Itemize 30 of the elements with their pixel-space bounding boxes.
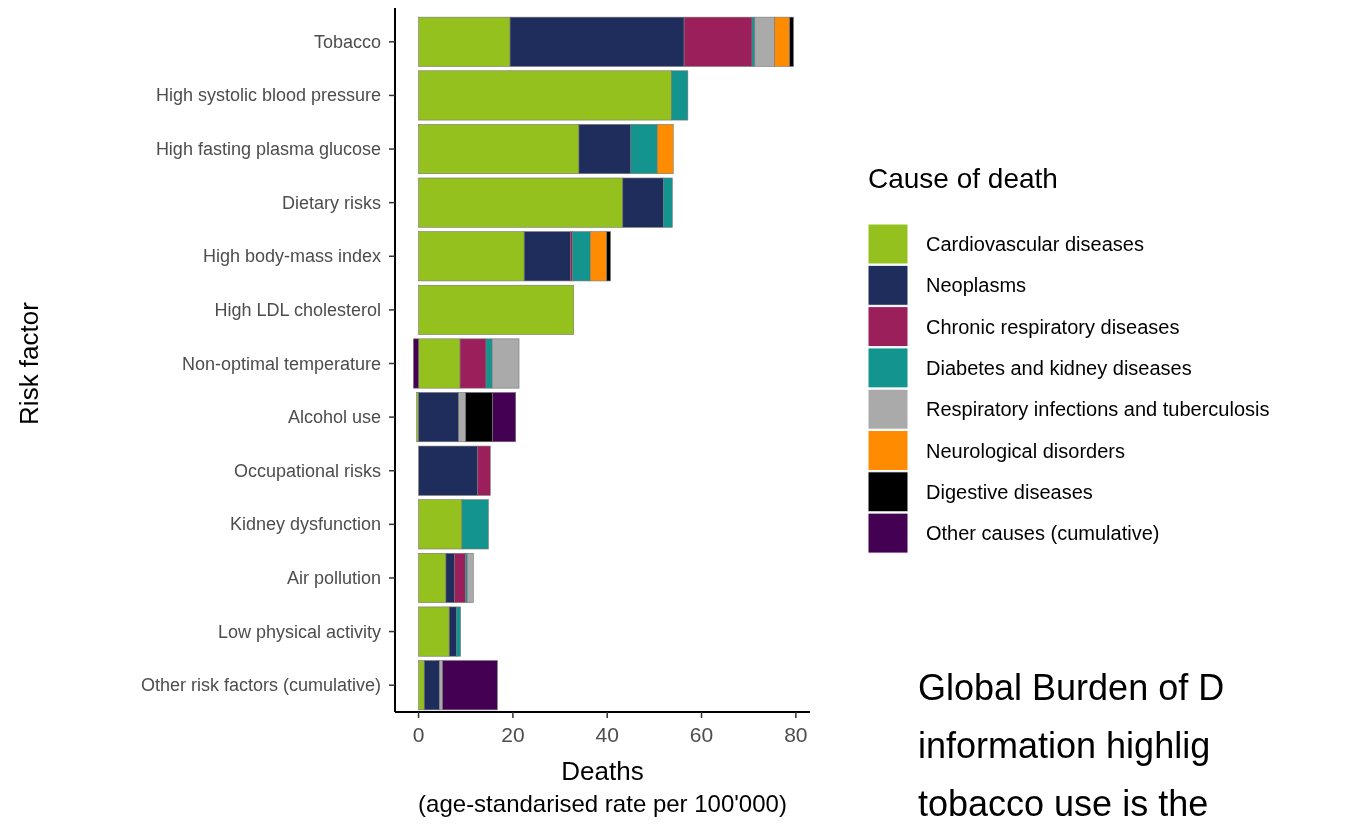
- x-tick-label: 40: [595, 723, 619, 746]
- y-tick-label: High LDL cholesterol: [214, 299, 381, 320]
- y-tick-label: Non-optimal temperature: [181, 353, 381, 374]
- legend-title: Cause of death: [868, 163, 1058, 194]
- legend-label: Digestive diseases: [926, 480, 1093, 503]
- y-tick-label: Kidney dysfunction: [229, 514, 381, 535]
- y-axis-title: Risk factor: [14, 301, 44, 425]
- legend-label: Diabetes and kidney diseases: [926, 356, 1192, 379]
- legend-label: Cardiovascular diseases: [926, 233, 1144, 255]
- y-tick-label: High fasting plasma glucose: [155, 139, 381, 160]
- text: Global Burden of D information highlig tobacco use is the: [918, 667, 1225, 824]
- x-tick-label: 20: [501, 723, 525, 746]
- x-tick-label: 60: [689, 723, 714, 746]
- y-tick-label: Air pollution: [286, 567, 381, 588]
- y-tick-label: Occupational risks: [233, 460, 381, 481]
- legend-label: Neurological disorders: [926, 439, 1125, 462]
- y-tick-label: Tobacco: [313, 31, 381, 52]
- legend-label: Other causes (cumulative): [926, 522, 1160, 545]
- x-tick-label: 0: [412, 723, 425, 746]
- y-tick-label: Dietary risks: [281, 192, 381, 213]
- x-axis-title: Deaths (age-standarised rate per 100'000): [418, 756, 787, 817]
- x-tick-label: 80: [784, 723, 808, 746]
- y-tick-label: High systolic blood pressure: [155, 85, 381, 106]
- legend-label: Respiratory infections and tuberculosis: [926, 398, 1270, 421]
- legend-label: Chronic respiratory diseases: [926, 315, 1180, 338]
- y-tick-label: Alcohol use: [287, 407, 381, 428]
- y-tick-label: High body-mass index: [202, 246, 381, 267]
- legend-label: Neoplasms: [926, 274, 1027, 297]
- y-tick-label: Low physical activity: [217, 621, 381, 642]
- y-tick-label: Other risk factors (cumulative): [140, 675, 381, 696]
